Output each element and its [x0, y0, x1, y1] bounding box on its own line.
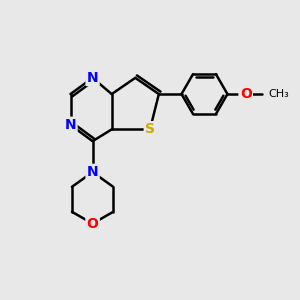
Text: O: O	[87, 217, 98, 231]
Text: CH₃: CH₃	[268, 89, 289, 99]
Text: N: N	[87, 71, 98, 85]
Text: N: N	[65, 118, 76, 132]
Text: N: N	[87, 165, 98, 179]
Text: O: O	[240, 87, 252, 101]
Text: S: S	[145, 122, 155, 136]
